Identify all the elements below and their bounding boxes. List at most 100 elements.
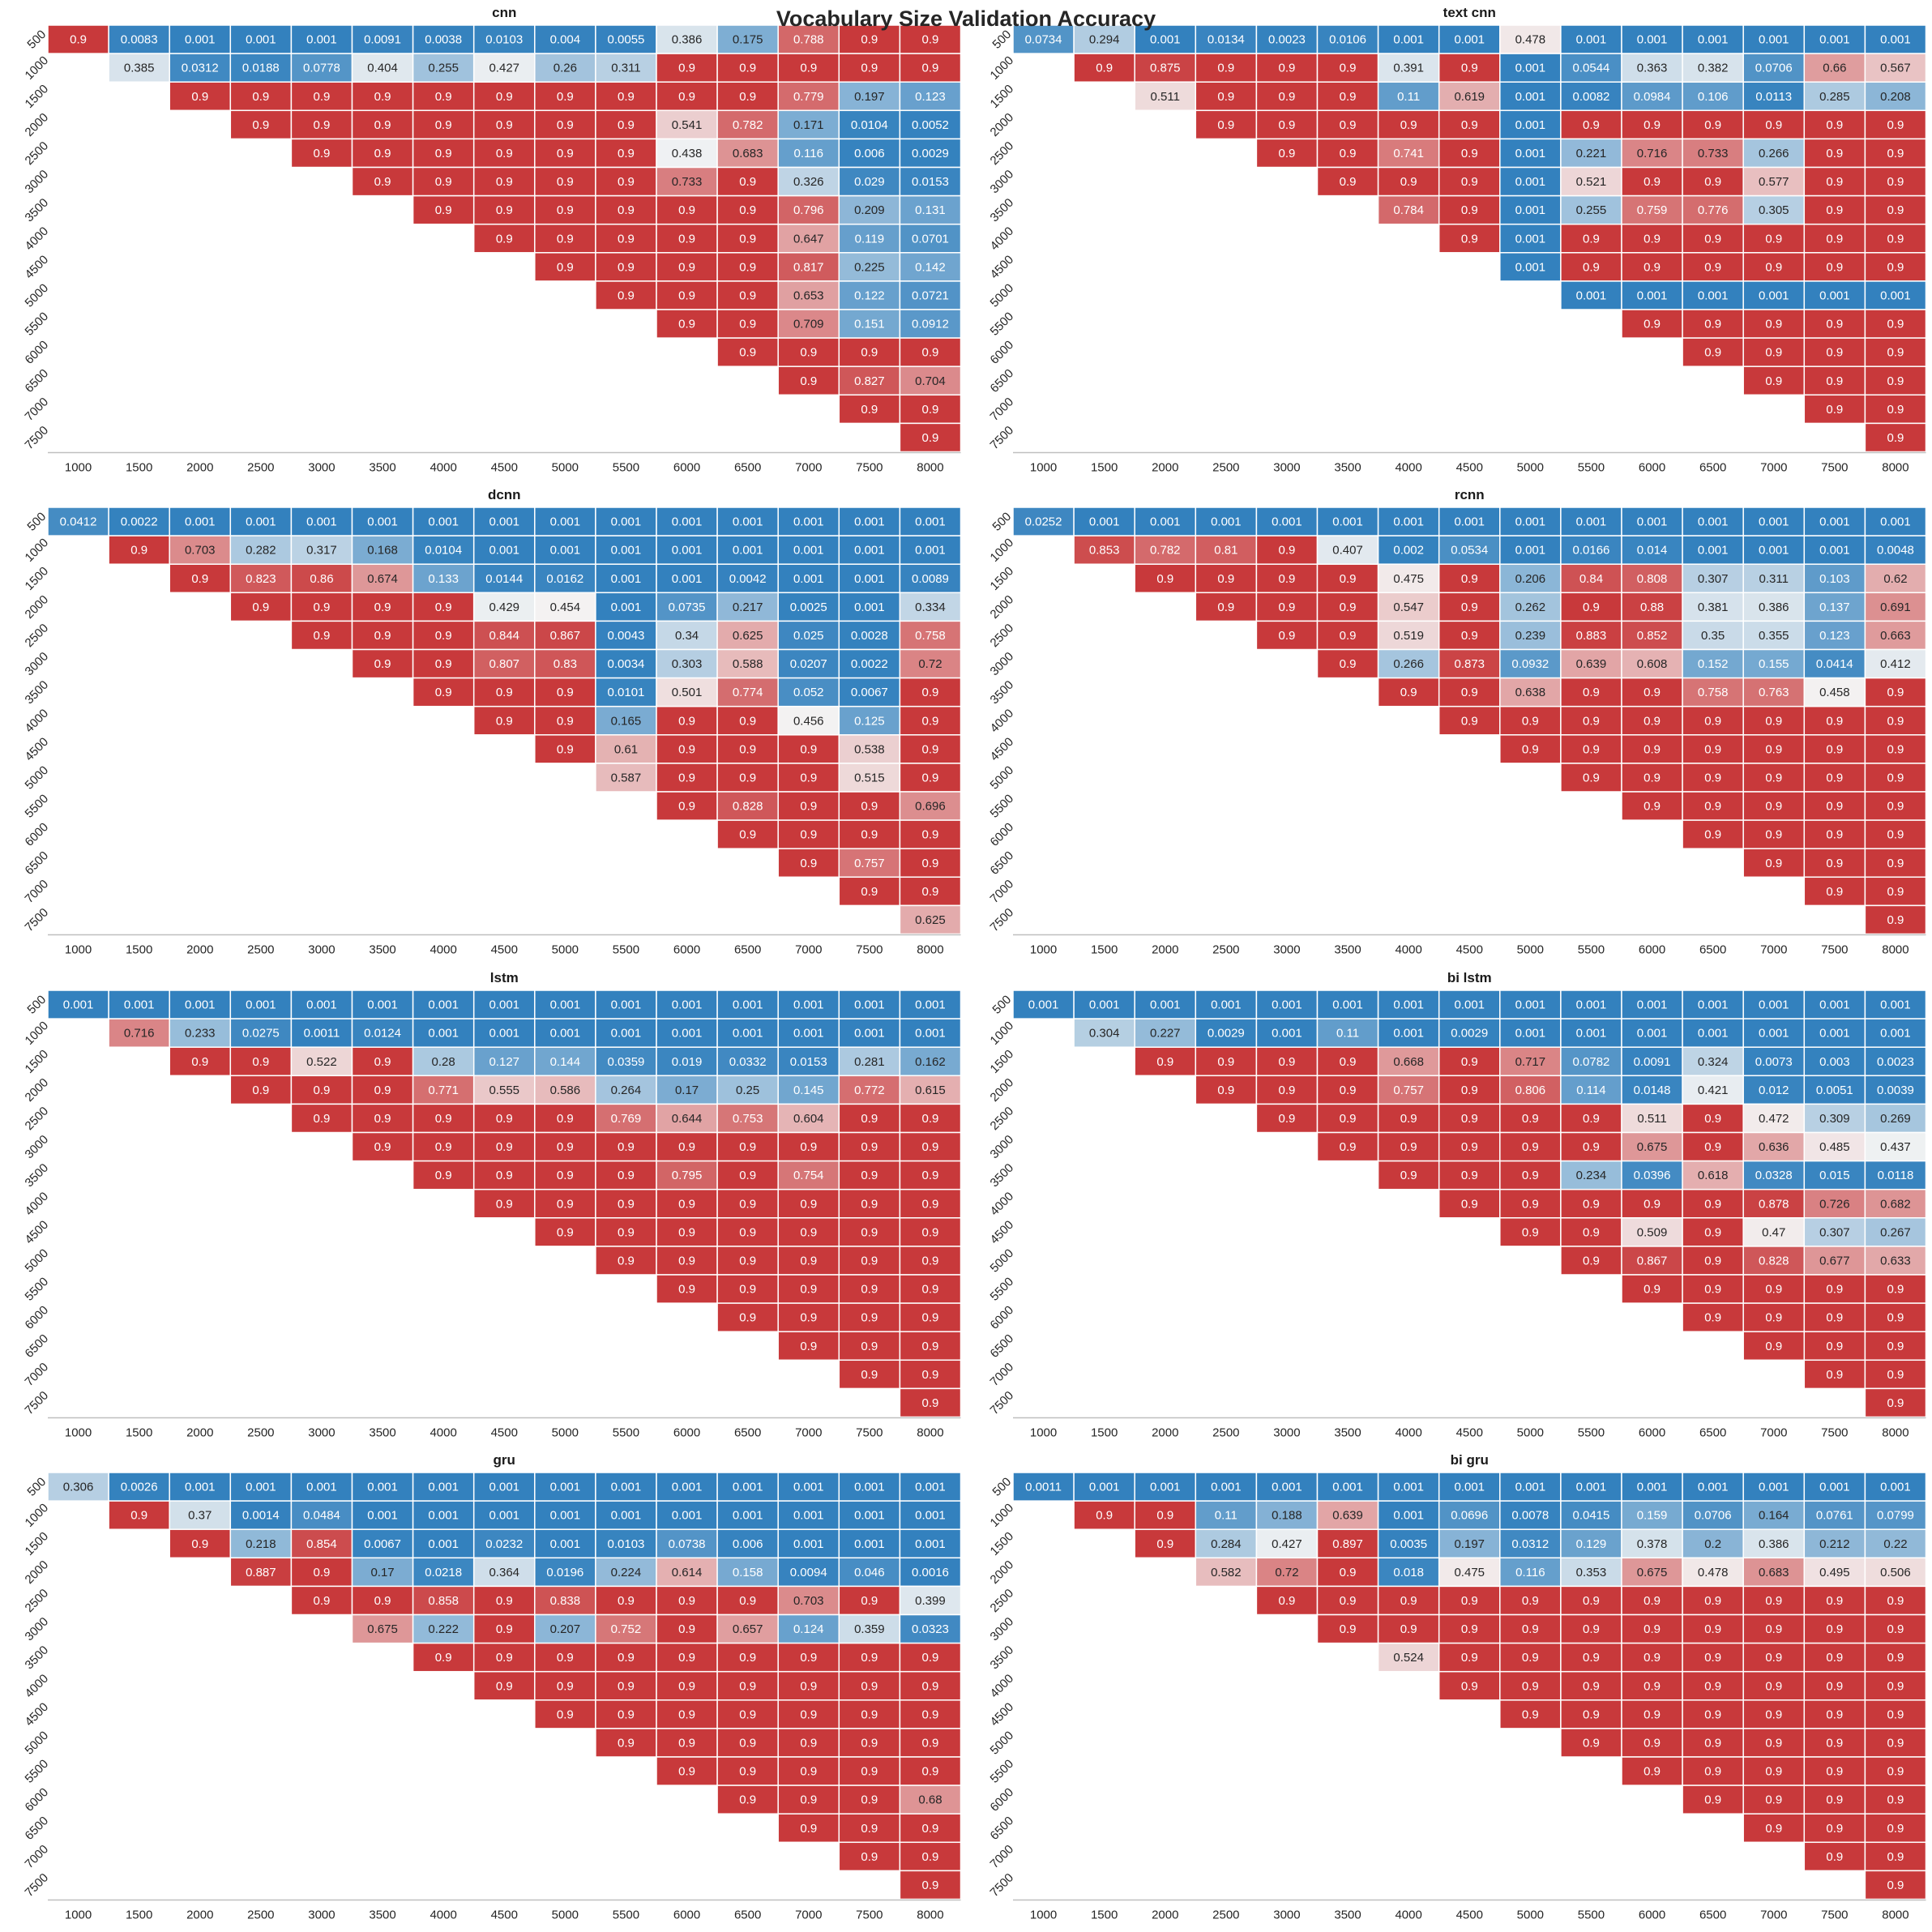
cell-value-label: 0.001 [306, 998, 337, 1012]
heatmap-cell [838, 24, 901, 54]
x-tick-label: 2000 [1152, 1426, 1178, 1440]
heatmap-cell [656, 1103, 718, 1134]
heatmap-cell [595, 648, 657, 679]
heatmap-cell [1864, 677, 1927, 707]
y-tick-label: 3500 [23, 196, 52, 225]
cell-value-label: 0.9 [739, 828, 756, 842]
heatmap-cell [1499, 1557, 1562, 1588]
cell-value-label: 0.0029 [912, 147, 949, 160]
y-tick-label: 500 [990, 993, 1014, 1017]
cell-value-label: 0.541 [672, 118, 703, 132]
heatmap-cell [1621, 1246, 1683, 1276]
cell-value-label: 0.385 [124, 62, 155, 75]
heatmap-cell [1499, 705, 1562, 736]
cell-value-label: 0.9 [435, 686, 452, 699]
cell-value-label: 0.0735 [669, 601, 706, 614]
cell-value-label: 0.9 [800, 1765, 817, 1779]
cell-value-label: 0.11 [1336, 1027, 1359, 1041]
cell-value-label: 0.0144 [485, 572, 523, 586]
cell-value-label: 0.9 [1583, 118, 1600, 132]
y-tick-label: 1000 [988, 536, 1017, 565]
y-tick-label: 2000 [988, 1558, 1017, 1587]
x-tick-label: 3000 [1273, 1426, 1300, 1440]
cell-value-label: 0.9 [1643, 742, 1661, 756]
cell-value-label: 0.827 [854, 374, 885, 388]
x-tick-label: 1500 [126, 1426, 152, 1440]
cell-value-label: 0.001 [1454, 998, 1485, 1012]
cell-value-label: 0.123 [915, 90, 946, 104]
cell-value-label: 0.9 [1765, 714, 1782, 728]
cell-value-label: 0.218 [246, 1537, 276, 1551]
x-tick-label: 3500 [1334, 461, 1361, 475]
cell-value-label: 0.001 [1698, 289, 1729, 302]
y-tick-label: 6000 [988, 338, 1017, 367]
cell-value-label: 0.0701 [912, 232, 949, 246]
cell-value-label: 0.9 [1461, 1679, 1478, 1693]
cell-value-label: 0.9 [800, 1283, 817, 1297]
heatmap-cell [290, 138, 353, 169]
heatmap-cell [1864, 876, 1927, 907]
cell-value-label: 0.001 [1515, 203, 1546, 217]
cell-value-label: 0.001 [550, 1537, 581, 1551]
cell-value-label: 0.001 [1759, 33, 1789, 47]
heatmap-cell [899, 280, 962, 310]
cell-value-label: 0.9 [861, 1112, 878, 1126]
cell-value-label: 0.004 [550, 33, 581, 47]
heatmap-cell [838, 1075, 901, 1105]
cell-value-label: 0.84 [1579, 572, 1603, 586]
x-tick-label: 4000 [430, 1908, 456, 1922]
cell-value-label: 0.114 [1576, 1084, 1605, 1097]
heatmap-cell [777, 1670, 840, 1701]
cell-value-label: 0.001 [1637, 1481, 1668, 1494]
cell-value-label: 0.0051 [1816, 1084, 1853, 1097]
heatmap-cell [412, 1075, 475, 1105]
cell-value-label: 0.9 [618, 1169, 635, 1182]
heatmap-cell [1377, 1642, 1440, 1673]
y-tick-label: 500 [24, 510, 49, 534]
heatmap-cell [47, 507, 109, 536]
x-tick-label: 1000 [65, 1426, 92, 1440]
cell-value-label: 0.0106 [1329, 33, 1366, 47]
cell-value-label: 0.001 [1819, 33, 1850, 47]
cell-value-label: 0.9 [922, 1822, 939, 1836]
cell-value-label: 0.266 [1393, 657, 1424, 671]
cell-value-label: 0.001 [1332, 515, 1363, 529]
cell-value-label: 0.9 [1340, 1084, 1357, 1097]
heatmap-cell [777, 990, 840, 1019]
cell-value-label: 0.001 [1211, 1481, 1242, 1494]
cell-value-label: 0.9 [861, 1736, 878, 1750]
heatmap-cell [1742, 1018, 1806, 1048]
heatmap-cell [1499, 1217, 1562, 1247]
y-tick-label: 2500 [23, 139, 52, 168]
cell-value-label: 0.0042 [729, 572, 767, 586]
cell-value-label: 0.754 [793, 1169, 824, 1182]
heatmap-cell [1560, 81, 1622, 112]
heatmap-cell [1499, 53, 1562, 83]
cell-value-label: 0.9 [374, 90, 391, 104]
x-tick-label: 5500 [613, 943, 639, 957]
x-tick-label: 7500 [856, 461, 883, 475]
cell-value-label: 0.9 [1340, 657, 1357, 671]
cell-value-label: 0.001 [611, 1027, 642, 1041]
heatmap-cell [1864, 1302, 1927, 1332]
y-tick-label: 500 [990, 510, 1014, 534]
cell-value-label: 0.9 [1217, 1055, 1234, 1069]
heatmap-cell [899, 904, 962, 935]
y-tick-label: 6000 [988, 1303, 1017, 1332]
cell-value-label: 0.001 [1576, 289, 1607, 302]
heatmap-cell [716, 1785, 779, 1814]
cell-value-label: 0.9 [1765, 857, 1782, 870]
y-tick-label: 4000 [988, 1672, 1017, 1701]
cell-value-label: 0.001 [1515, 147, 1546, 160]
heatmap-cell [534, 1528, 596, 1559]
heatmap-cell [1742, 252, 1806, 282]
heatmap-cell [1864, 1359, 1927, 1390]
cell-value-label: 0.001 [185, 33, 216, 47]
heatmap-cell [1621, 309, 1683, 339]
cell-value-label: 0.763 [1759, 686, 1789, 699]
heatmap-cell [1255, 620, 1319, 651]
heatmap-cell [777, 648, 840, 679]
heatmap-cell [1803, 763, 1866, 793]
